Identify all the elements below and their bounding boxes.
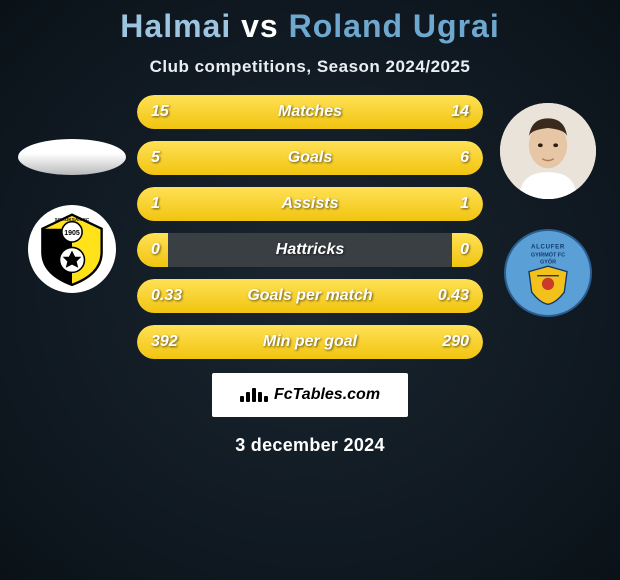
branding-bars-icon [240,388,268,402]
svg-text:GYŐR: GYŐR [540,258,556,265]
stat-left-value: 1 [151,195,160,213]
stat-left-value: 5 [151,149,160,167]
comparison-title: Halmai vs Roland Ugrai [0,8,620,45]
stat-left-value: 392 [151,333,178,351]
gyirmot-logo-icon: ALCUFER GYIRMÓT FC GYŐR [514,239,582,307]
subtitle: Club competitions, Season 2024/2025 [0,57,620,77]
right-column: ALCUFER GYIRMÓT FC GYŐR [493,95,603,317]
svg-text:SOROKSÁR SC: SOROKSÁR SC [55,216,90,222]
stat-row-assists: 1 Assists 1 [137,187,483,221]
date-text: 3 december 2024 [0,435,620,456]
stat-right-value: 0 [460,241,469,259]
stat-label: Goals per match [247,287,372,305]
stat-right-value: 6 [460,149,469,167]
stat-left-value: 0.33 [151,287,182,305]
stat-left-value: 15 [151,103,169,121]
stat-row-matches: 15 Matches 14 [137,95,483,129]
stat-label: Assists [282,195,339,213]
svg-text:ALCUFER: ALCUFER [531,244,565,251]
player2-name: Roland Ugrai [289,8,500,44]
stats-panel: 15 Matches 14 5 Goals 6 1 Assists 1 [137,95,483,359]
soroksar-logo-icon: 1905 SOROKSÁR SC [33,210,111,288]
stat-row-goals: 5 Goals 6 [137,141,483,175]
stat-label: Matches [278,103,342,121]
stat-right-value: 0.43 [438,287,469,305]
player2-avatar [500,103,596,199]
stat-row-mpg: 392 Min per goal 290 [137,325,483,359]
player1-avatar-placeholder [18,139,126,175]
stat-right-value: 290 [442,333,469,351]
branding-badge: FcTables.com [212,373,408,417]
stat-row-gpm: 0.33 Goals per match 0.43 [137,279,483,313]
left-column: 1905 SOROKSÁR SC [17,95,127,293]
stat-label: Goals [288,149,332,167]
player1-club-badge: 1905 SOROKSÁR SC [28,205,116,293]
svg-text:GYIRMÓT FC: GYIRMÓT FC [531,251,565,259]
stat-label: Hattricks [276,241,344,259]
stat-right-value: 14 [451,103,469,121]
stat-bar-left [137,141,293,175]
player1-name: Halmai [120,8,231,44]
stat-right-value: 1 [460,195,469,213]
stat-label: Min per goal [263,333,357,351]
stat-left-value: 0 [151,241,160,259]
face-icon [500,103,596,199]
stat-row-hattricks: 0 Hattricks 0 [137,233,483,267]
branding-text: FcTables.com [274,386,380,404]
vs-text: vs [241,8,279,44]
player2-club-badge: ALCUFER GYIRMÓT FC GYŐR [504,229,592,317]
svg-text:1905: 1905 [64,230,80,237]
